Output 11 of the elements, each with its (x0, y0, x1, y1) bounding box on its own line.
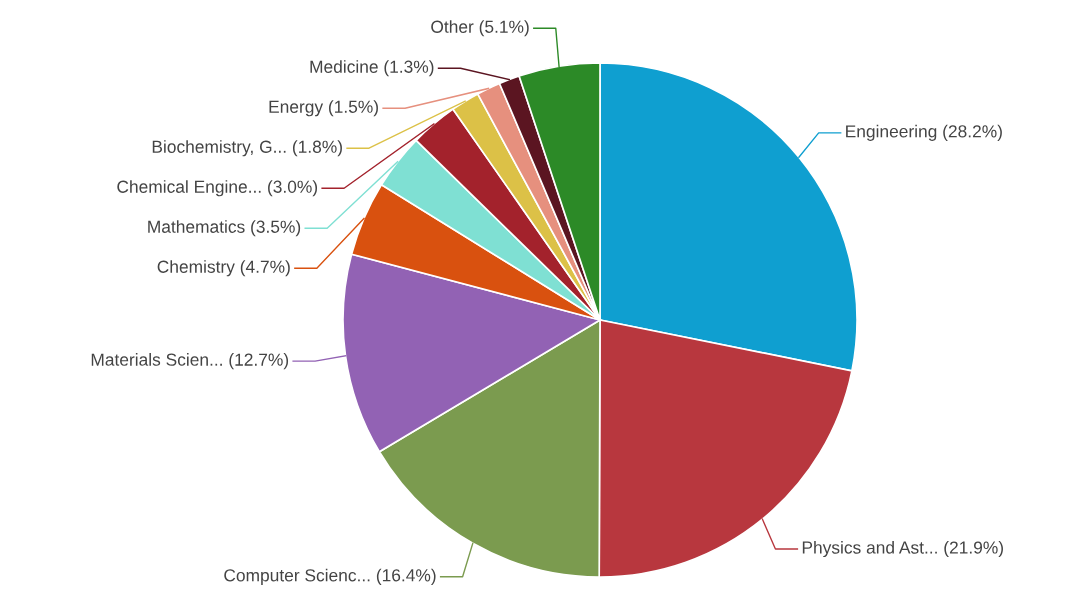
slice-label: Biochemistry, G... (1.8%) (152, 140, 342, 157)
slice-label: Mathematics (3.5%) (148, 220, 301, 237)
slice-label: Chemical Engine... (3.0%) (117, 180, 318, 197)
slice-label: Materials Scien... (12.7%) (91, 353, 289, 370)
slice-label: Physics and Ast... (21.9%) (802, 540, 1003, 558)
slice-label: Engineering (28.2%) (846, 124, 1002, 141)
slice-label: Energy (1.5%) (269, 100, 378, 117)
slice-label: Medicine (1.3%) (310, 60, 434, 77)
slice-label: Other (5.1%) (431, 20, 529, 37)
slice-label: Chemistry (4.7%) (157, 260, 290, 277)
slice-label: Computer Scienc... (16.4%) (224, 568, 436, 585)
